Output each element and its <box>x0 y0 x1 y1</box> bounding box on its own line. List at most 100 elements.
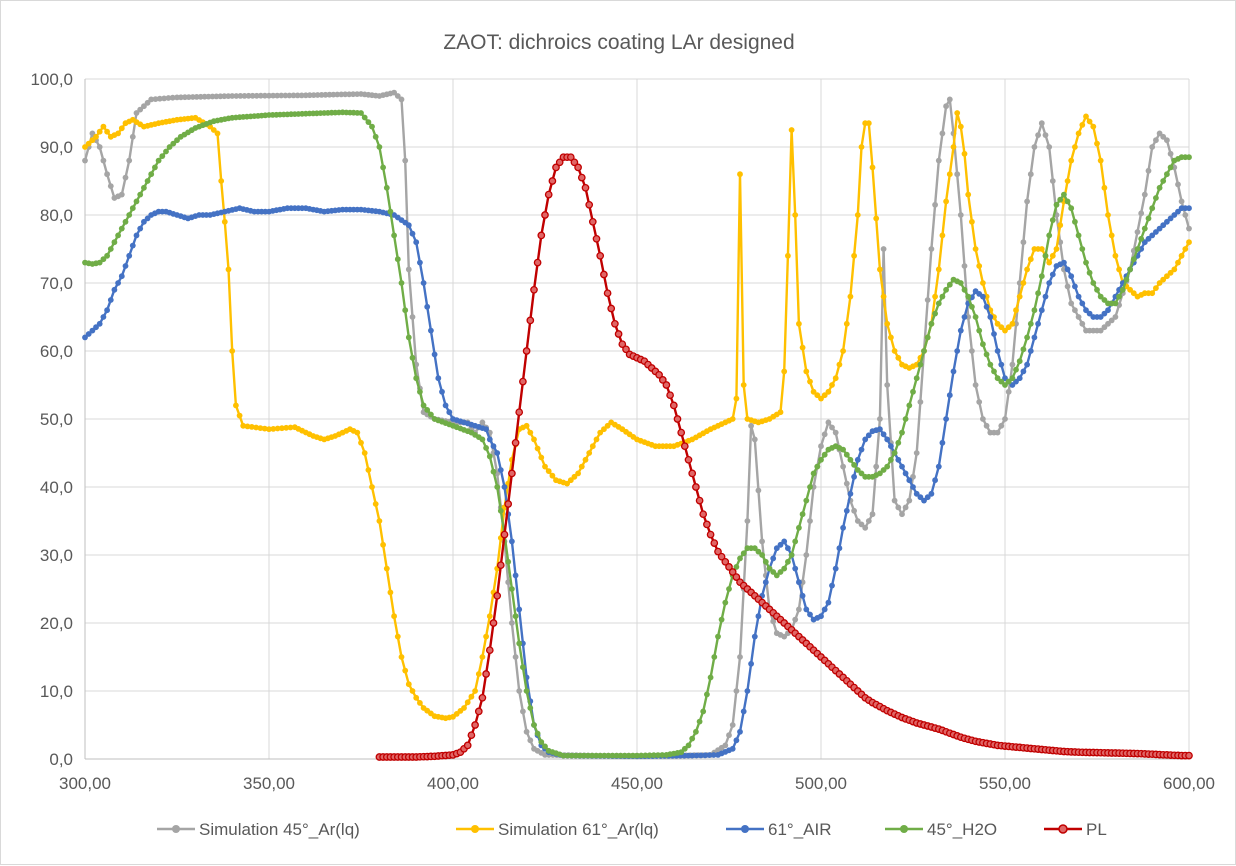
data-point <box>515 408 524 417</box>
data-point <box>1064 198 1071 205</box>
data-point <box>836 545 843 552</box>
data-point <box>935 157 942 164</box>
data-point <box>600 270 608 279</box>
data-point <box>1072 283 1078 290</box>
data-point <box>586 450 593 456</box>
data-point <box>957 280 964 286</box>
data-point <box>1027 320 1034 327</box>
data-point <box>593 436 600 443</box>
data-point <box>290 92 297 99</box>
data-point <box>854 212 861 218</box>
data-point <box>483 426 489 433</box>
data-point <box>818 456 824 463</box>
data-point <box>501 484 508 490</box>
data-point <box>96 144 103 150</box>
data-point <box>485 646 494 655</box>
data-point <box>593 752 599 759</box>
data-point <box>1156 184 1163 191</box>
data-point <box>685 742 692 749</box>
data-point <box>669 401 678 410</box>
data-point <box>523 422 530 429</box>
data-point <box>658 376 667 384</box>
data-point <box>129 205 136 212</box>
data-point <box>483 445 489 451</box>
data-point <box>928 490 935 497</box>
data-point <box>567 477 574 484</box>
data-point <box>463 741 472 750</box>
data-point <box>486 453 493 460</box>
data-point <box>82 144 88 150</box>
data-point <box>148 96 155 103</box>
data-point <box>818 613 824 620</box>
data-point <box>980 280 986 286</box>
data-point <box>1038 307 1045 314</box>
data-point <box>880 293 887 300</box>
data-point <box>229 93 236 99</box>
data-point <box>994 320 1001 327</box>
data-point <box>877 266 883 273</box>
data-point <box>576 752 583 759</box>
data-point <box>906 402 913 409</box>
data-point <box>1031 307 1038 314</box>
data-point <box>902 504 909 511</box>
data-point <box>840 348 846 354</box>
data-point <box>692 483 700 491</box>
data-point <box>266 92 272 99</box>
data-point <box>233 93 240 99</box>
series-4 <box>375 153 1193 761</box>
data-point <box>489 619 498 627</box>
y-tick-label: 70,0 <box>40 274 73 293</box>
data-point <box>983 422 990 429</box>
data-point <box>100 123 107 130</box>
data-point <box>126 252 133 259</box>
data-point <box>1079 122 1086 128</box>
data-point <box>439 388 445 395</box>
data-point <box>596 251 605 260</box>
data-point <box>810 470 817 477</box>
data-point <box>980 293 986 300</box>
data-point <box>1182 212 1189 218</box>
data-point <box>282 92 289 99</box>
data-point <box>428 411 434 418</box>
data-point <box>932 310 938 317</box>
data-point <box>1046 232 1053 239</box>
data-point <box>118 191 125 198</box>
data-point <box>161 95 168 102</box>
data-point <box>511 438 520 447</box>
data-point <box>961 263 968 269</box>
data-point <box>509 586 515 592</box>
data-point <box>699 510 708 519</box>
legend-swatch-marker <box>471 825 479 833</box>
data-point <box>1049 271 1056 278</box>
data-point <box>917 361 924 368</box>
data-point <box>1090 123 1097 130</box>
data-point <box>387 589 394 596</box>
data-point <box>1068 205 1075 212</box>
data-point <box>376 144 383 150</box>
y-tick-label: 90,0 <box>40 138 73 157</box>
data-point <box>869 164 876 171</box>
data-point <box>165 95 172 101</box>
data-point <box>851 252 857 259</box>
data-point <box>1020 368 1027 375</box>
data-point <box>82 334 88 341</box>
data-point <box>570 158 579 167</box>
data-point <box>858 144 865 150</box>
data-point <box>544 190 553 199</box>
data-point <box>697 752 704 759</box>
data-point <box>702 752 708 759</box>
data-point <box>248 424 255 430</box>
data-point <box>526 316 535 325</box>
data-point <box>283 424 290 431</box>
data-point <box>520 664 526 671</box>
data-point <box>836 361 843 368</box>
data-point <box>527 429 534 436</box>
data-point <box>998 378 1005 385</box>
data-point <box>899 429 905 436</box>
data-point <box>1053 201 1060 208</box>
data-point <box>1024 361 1030 368</box>
data-point <box>781 368 788 375</box>
data-point <box>516 640 523 647</box>
data-point <box>409 314 416 320</box>
data-point <box>1112 252 1119 259</box>
